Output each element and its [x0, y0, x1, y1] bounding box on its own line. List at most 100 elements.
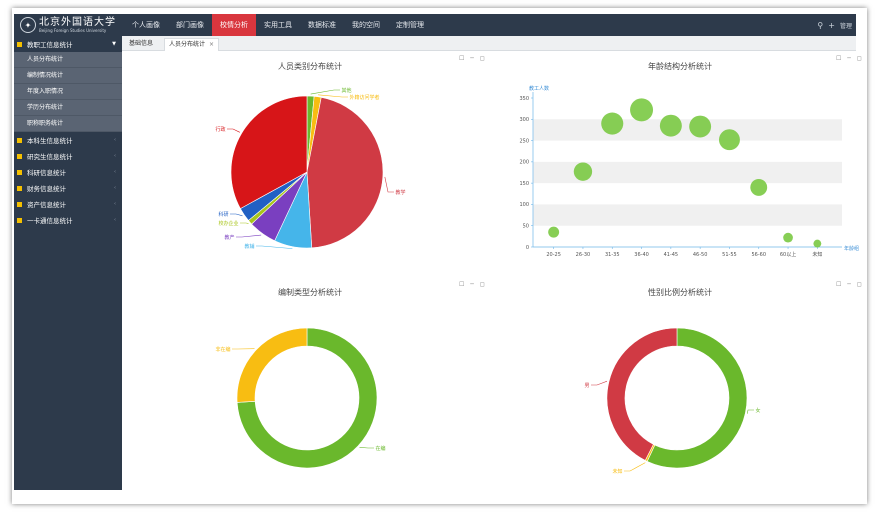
nav-item[interactable]: 部门画像 — [176, 21, 204, 29]
pie-label: 非在编 — [215, 346, 230, 353]
pie-label-line — [359, 446, 374, 449]
chart-title-personnel-category: 人员类别分布统计 — [278, 62, 342, 71]
grid-band — [533, 161, 842, 184]
pie-label-line — [227, 128, 240, 133]
folder-icon — [17, 41, 22, 47]
y-axis-label: 教工人数 — [529, 85, 549, 92]
chart-toolbox[interactable]: ☐ ─ ◻ — [836, 55, 864, 62]
sidebar-group[interactable]: 资产信息统计 ‹ — [14, 196, 122, 212]
sidebar-item[interactable]: 年度入职情况 — [14, 84, 122, 100]
y-tick-label: 200 — [519, 160, 529, 166]
sidebar-group-label: 一卡通信息统计 — [27, 217, 73, 225]
scatter-point — [573, 162, 593, 181]
pie-slice — [236, 327, 308, 403]
sidebar-group-label: 科研信息统计 — [27, 169, 66, 177]
tab-home[interactable]: 基础信息 — [125, 38, 157, 50]
x-tick-label: 60以上 — [780, 251, 796, 258]
sidebar-group-label: 研究生信息统计 — [27, 153, 73, 161]
x-tick-label: 46-50 — [693, 252, 708, 258]
x-tick-label: 51-55 — [722, 252, 737, 258]
sidebar: 教职工信息统计 ▼ 人员分布统计 编制情况统计 年度入职情况 学历分布统计 职称职务统计 本科… — [14, 36, 122, 490]
nav-item[interactable]: 数据标准 — [308, 21, 336, 29]
pie-label: 教产 — [224, 234, 234, 241]
folder-icon — [17, 169, 22, 175]
pie-label-line — [624, 462, 646, 472]
tab-current[interactable]: 人员分布统计 × — [164, 38, 220, 51]
sidebar-item[interactable]: 职称职务统计 — [14, 116, 122, 132]
close-tab-icon[interactable]: × — [209, 41, 215, 48]
sidebar-group-label: 资产信息统计 — [27, 201, 66, 209]
nav-item[interactable]: 我的空间 — [352, 21, 380, 29]
scatter-point — [601, 112, 624, 135]
x-axis-label: 年龄组 — [844, 245, 859, 252]
sidebar-group[interactable]: 财务信息统计 ‹ — [14, 180, 122, 196]
x-tick-label: 41-45 — [664, 252, 679, 258]
pie-slice — [236, 327, 378, 469]
tab-current-label: 人员分布统计 — [169, 41, 206, 48]
nav-item[interactable]: 定制管理 — [396, 21, 424, 29]
y-tick-label: 250 — [519, 138, 529, 144]
pie-slice — [306, 96, 384, 249]
x-tick-label: 26-30 — [576, 252, 591, 258]
x-tick-label: 未知 — [812, 251, 822, 258]
chevron-left-icon: ‹ — [114, 185, 116, 191]
chart-toolbox[interactable]: ☐ ─ ◻ — [459, 55, 487, 62]
chevron-left-icon: ‹ — [114, 153, 116, 159]
university-logo[interactable]: ✦ 北京外国语大学 Beijing Foreign Studies Univer… — [20, 16, 116, 34]
chart-title-staffing-type: 编制类型分析统计 — [278, 288, 342, 297]
sidebar-item[interactable]: 编制情况统计 — [14, 68, 122, 84]
scatter-point — [813, 239, 822, 248]
university-seal-icon: ✦ — [20, 17, 36, 33]
pie-label-line — [230, 213, 243, 217]
sidebar-item[interactable]: 人员分布统计 — [14, 52, 122, 68]
pie-label: 校办企业 — [218, 220, 238, 227]
sidebar-group[interactable]: 科研信息统计 ‹ — [14, 164, 122, 180]
nav-item[interactable]: 实用工具 — [264, 21, 292, 29]
pie-label-line — [236, 234, 262, 238]
scatter-point — [689, 115, 712, 138]
scatter-point — [659, 114, 682, 137]
pie-label-line — [256, 245, 293, 249]
sidebar-group[interactable]: 本科生信息统计 ‹ — [14, 132, 122, 148]
sidebar-item[interactable]: 学历分布统计 — [14, 100, 122, 116]
logo-english-name: Beijing Foreign Studies University — [39, 27, 107, 33]
sidebar-group[interactable]: 教职工信息统计 ▼ — [14, 36, 122, 52]
pie-label-line — [384, 176, 394, 193]
sidebar-group[interactable]: 一卡通信息统计 ‹ — [14, 212, 122, 228]
pie-slice — [606, 327, 678, 461]
sidebar-group[interactable]: 研究生信息统计 ‹ — [14, 148, 122, 164]
chart-toolbox[interactable]: ☐ ─ ◻ — [459, 281, 487, 288]
chevron-left-icon: ‹ — [114, 217, 116, 223]
search-icon[interactable]: ⚲ — [817, 20, 824, 30]
admin-link[interactable]: 管理 — [839, 22, 852, 30]
x-tick-label: 36-40 — [634, 252, 649, 258]
pie-label: 外籍访问学者 — [350, 94, 380, 101]
chevron-left-icon: ‹ — [114, 201, 116, 207]
pie-label-line — [310, 89, 340, 95]
chart-title-gender-ratio: 性别比例分析统计 — [648, 288, 712, 297]
chart-toolbox[interactable]: ☐ ─ ◻ — [836, 281, 864, 288]
pie-label: 女 — [756, 407, 761, 414]
sidebar-group-label: 本科生信息统计 — [27, 137, 73, 145]
y-tick-label: 100 — [519, 202, 529, 208]
main-nav: 个人画像 部门画像 校情分析 实用工具 数据标准 我的空间 定制管理 — [124, 14, 432, 36]
logo-chinese-name: 北京外国语大学 — [39, 16, 116, 28]
scatter-point — [548, 226, 560, 238]
x-tick-label: 31-35 — [605, 252, 620, 258]
add-icon[interactable]: + — [828, 20, 835, 30]
pie-label: 教辅 — [244, 243, 254, 250]
nav-item[interactable]: 校情分析 — [212, 14, 256, 36]
y-tick-label: 350 — [519, 96, 529, 102]
y-tick-label: 150 — [519, 181, 529, 187]
pie-label: 在编 — [376, 445, 386, 452]
pie-label: 男 — [584, 383, 589, 389]
pie-label: 未知 — [612, 468, 622, 475]
sidebar-group-label: 教职工信息统计 — [27, 41, 73, 49]
pie-label: 行政 — [215, 126, 225, 133]
pie-label-line — [746, 409, 754, 414]
chevron-left-icon: ‹ — [114, 169, 116, 175]
grid-band — [533, 119, 842, 141]
sidebar-group-label: 财务信息统计 — [27, 185, 66, 193]
nav-item[interactable]: 个人画像 — [132, 21, 160, 29]
